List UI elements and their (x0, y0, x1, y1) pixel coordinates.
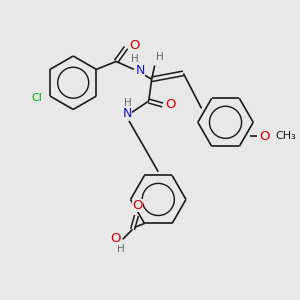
Text: Cl: Cl (31, 93, 42, 103)
Text: O: O (129, 39, 140, 52)
Text: O: O (110, 232, 121, 245)
Text: O: O (132, 199, 143, 212)
Text: CH₃: CH₃ (275, 131, 296, 141)
Text: O: O (260, 130, 270, 143)
Text: N: N (136, 64, 145, 77)
Text: H: H (131, 54, 139, 64)
Text: H: H (117, 244, 124, 254)
Text: O: O (166, 98, 176, 112)
Text: H: H (124, 98, 132, 108)
Text: N: N (123, 107, 132, 120)
Text: H: H (156, 52, 164, 62)
